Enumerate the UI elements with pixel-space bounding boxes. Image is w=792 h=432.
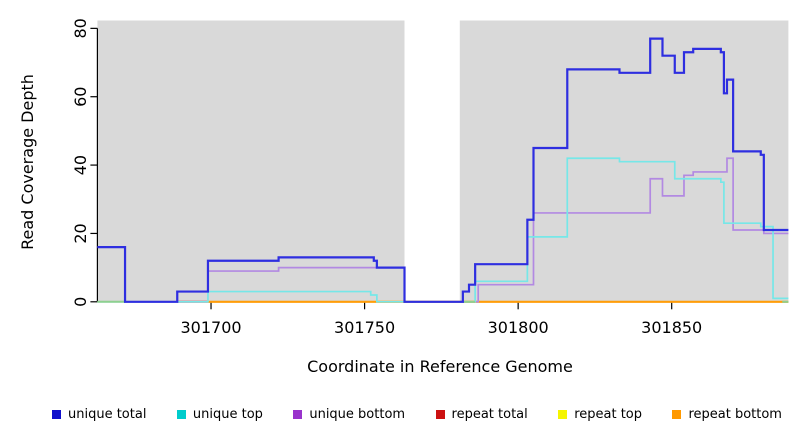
legend-item-unique-total: unique total bbox=[52, 407, 146, 422]
coverage-chart: 301700 301750 301800 301850 0 20 40 60 80 Coordi… bbox=[18, 18, 789, 376]
legend-swatch-repeat-top bbox=[558, 409, 568, 419]
legend-swatch-unique-top bbox=[176, 409, 186, 419]
legend-swatch-unique-total bbox=[52, 409, 61, 419]
legend-label-repeat-top: repeat top bbox=[574, 406, 642, 422]
chart-plot-area: 301700 301750 301800 301850 0 20 40 60 80 bbox=[71, 18, 789, 337]
legend-label-unique-top: unique top bbox=[192, 406, 263, 422]
y-tick-label: 80 bbox=[71, 18, 90, 38]
y-tick-label: 0 bbox=[71, 297, 90, 307]
chart-legend: unique total unique top unique bottom re… bbox=[0, 401, 792, 427]
series-line-unique-total bbox=[97, 37, 789, 303]
y-tick-label: 60 bbox=[71, 87, 90, 107]
y-tick-label: 20 bbox=[71, 223, 90, 243]
x-tick-label: 301800 bbox=[488, 318, 549, 337]
y-tick-label: 40 bbox=[71, 155, 90, 175]
legend-item-repeat-total: repeat total bbox=[435, 406, 528, 422]
legend-label-repeat-total: repeat total bbox=[451, 406, 528, 422]
x-tick-label: 301850 bbox=[641, 318, 702, 337]
legend-item-unique-bottom: unique bottom bbox=[293, 407, 405, 422]
coverage-gap-region bbox=[404, 20, 460, 302]
legend-swatch-unique-bottom bbox=[293, 409, 303, 419]
series-line-unique-top bbox=[97, 157, 789, 303]
legend-label-unique-bottom: unique bottom bbox=[309, 406, 406, 422]
legend-item-repeat-bottom: repeat bottom bbox=[672, 407, 782, 422]
legend-swatch-repeat-bottom bbox=[672, 409, 682, 419]
legend-label-unique-total: unique total bbox=[68, 406, 147, 422]
legend-item-repeat-top: repeat top bbox=[558, 407, 642, 422]
x-axis-title: Coordinate in Reference Genome bbox=[307, 357, 573, 376]
x-tick-label: 301750 bbox=[334, 318, 395, 337]
y-axis-title: Read Coverage Depth bbox=[18, 74, 37, 250]
legend-swatch-repeat-total bbox=[435, 409, 445, 419]
legend-item-unique-top: unique top bbox=[176, 406, 263, 422]
x-tick-label: 301700 bbox=[180, 318, 241, 337]
legend-label-repeat-bottom: repeat bottom bbox=[688, 406, 782, 422]
